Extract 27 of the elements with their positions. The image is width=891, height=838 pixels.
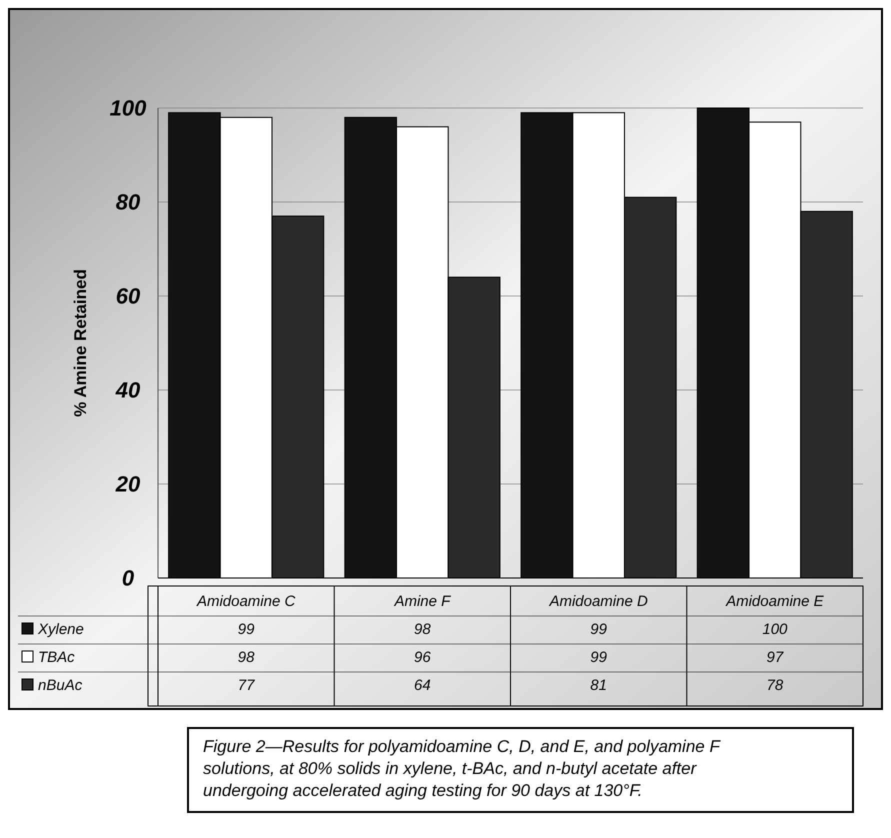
caption: Figure 2—Results for polyamidoamine C, D, and E, and polyamine F solutions, at 80% solids in xylene, t-BAc, and n-butyl acetate after undergoing accelerated aging testing for 90 days at 130°F. xyxy=(203,737,722,800)
legend-label: Xylene xyxy=(37,621,84,638)
data-label: 98 xyxy=(414,621,432,638)
y-tick-label: 100 xyxy=(110,96,148,121)
y-tick-label: 80 xyxy=(116,190,141,215)
y-tick-label: 40 xyxy=(114,378,141,403)
data-label: 81 xyxy=(590,677,607,694)
data-label: 78 xyxy=(766,677,784,694)
data-label: 99 xyxy=(590,621,608,638)
x-tick-label: Amine F xyxy=(393,593,452,610)
data-label: 99 xyxy=(238,621,256,638)
x-tick-label: Amidoamine C xyxy=(196,593,296,610)
y-axis-title: % Amine Retained xyxy=(71,269,90,417)
data-label: 99 xyxy=(590,649,608,666)
data-label: 96 xyxy=(414,649,432,666)
x-tick-label: Amidoamine D xyxy=(548,593,648,610)
data-label: 100 xyxy=(762,621,788,638)
y-tick-label: 0 xyxy=(122,566,135,591)
data-label: 97 xyxy=(766,649,784,666)
x-tick-label: Amidoamine E xyxy=(725,593,825,610)
data-label: 77 xyxy=(238,677,256,694)
data-label: 64 xyxy=(414,677,431,694)
legend-label: TBAc xyxy=(38,649,76,666)
y-tick-label: 20 xyxy=(114,472,141,497)
data-label: 98 xyxy=(238,649,256,666)
legend-label: nBuAc xyxy=(38,677,83,694)
y-tick-label: 60 xyxy=(116,284,141,309)
